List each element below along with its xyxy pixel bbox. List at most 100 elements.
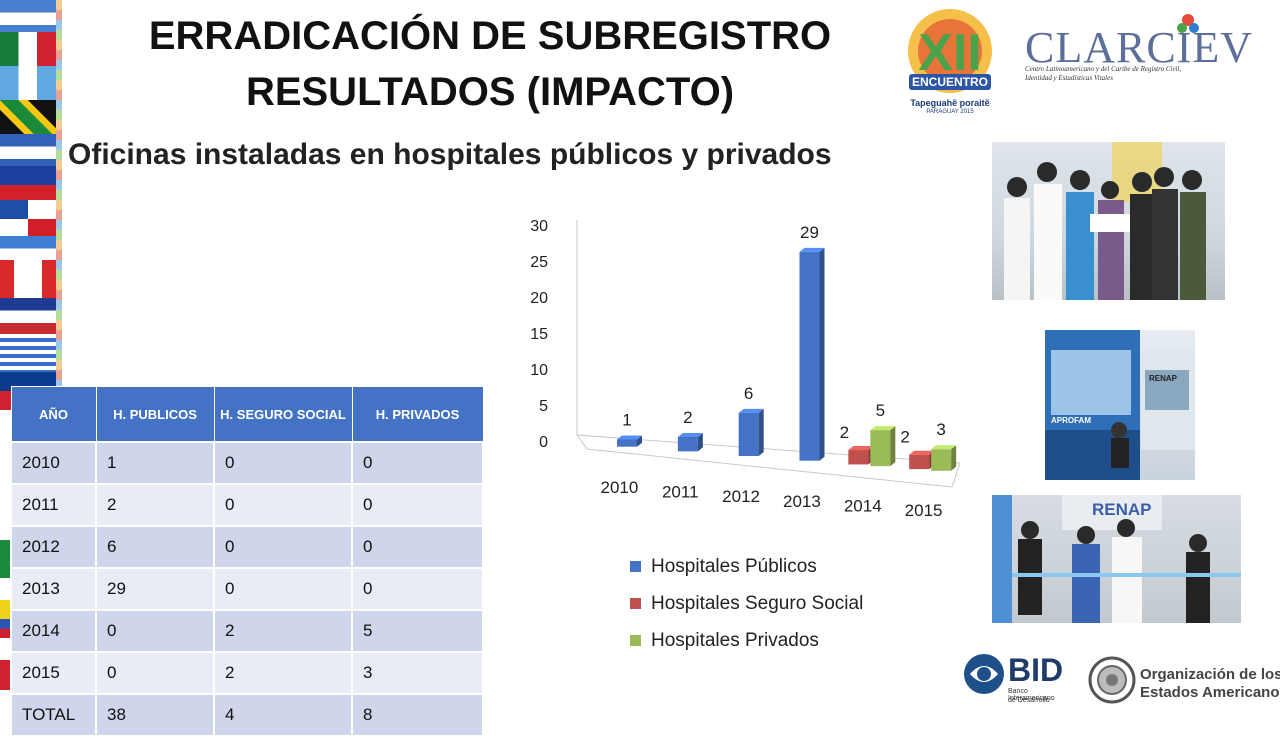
cell-social-security: 2	[213, 609, 353, 653]
legend-swatch-public	[630, 561, 641, 572]
bar-top	[870, 426, 896, 431]
flag-honduras-icon	[0, 134, 56, 172]
cell-public: 1	[95, 441, 215, 485]
data-label: 3	[936, 420, 945, 439]
data-label: 5	[876, 401, 885, 420]
legend-label-private: Hospitales Privados	[651, 629, 819, 651]
oea-name-line1: Organización de los	[1140, 666, 1280, 683]
cell-public: 0	[95, 651, 215, 695]
bar-side	[951, 445, 957, 471]
cell-private: 5	[351, 609, 484, 653]
table-row: 2012 6 0 0	[10, 525, 484, 569]
cell-social-security: 0	[213, 483, 353, 527]
bar-side	[890, 426, 896, 467]
oea-logo: Organización de los Estados Americanos	[1088, 656, 1280, 708]
bar-side	[637, 435, 642, 447]
oea-name-line2: Estados Americanos	[1140, 684, 1280, 701]
legend-item-social-security: Hospitales Seguro Social	[630, 585, 863, 622]
cell-social-security: 0	[213, 567, 353, 611]
bar	[870, 430, 891, 467]
bid-desc-line1: Banco Interamericano	[1008, 688, 1055, 702]
table-row: 2014 0 2 5	[10, 609, 484, 653]
renap-sign: RENAP	[1092, 500, 1152, 519]
cell-year: 2013	[10, 567, 97, 611]
bid-desc-line2: de Desarrollo	[1008, 697, 1050, 704]
legend-item-private: Hospitales Privados	[630, 622, 863, 659]
flag-guatemala-icon	[0, 66, 56, 104]
clarciev-desc-line1: Centro Latinoamericano y del Caribe de R…	[1025, 65, 1182, 73]
cell-social-security: 0	[213, 441, 353, 485]
cell-social-security: 2	[213, 651, 353, 695]
legend-label-public: Hospitales Públicos	[651, 555, 817, 577]
cell-public: 38	[95, 693, 215, 737]
flag-el-salvador-icon	[0, 0, 56, 38]
y-tick-label: 15	[530, 326, 548, 343]
x-tick-label: 2015	[905, 501, 943, 520]
cell-year: 2015	[10, 651, 97, 695]
flag-ribbon-decoration	[56, 0, 62, 720]
hospital-offices-table: AÑO H. PUBLICOS H. SEGURO SOCIAL H. PRIV…	[10, 386, 484, 737]
data-label: 1	[622, 410, 631, 429]
flag-uruguay-icon	[0, 334, 56, 372]
clarciev-name: CLARCIEV	[1025, 23, 1253, 72]
page-subtitle: Oficinas instaladas en hospitales públic…	[68, 138, 832, 171]
y-tick-label: 0	[539, 434, 548, 451]
legend-item-public: Hospitales Públicos	[630, 548, 863, 585]
bar	[909, 454, 930, 470]
bar-top	[799, 247, 825, 252]
bar-top	[909, 450, 935, 455]
bar-side	[819, 247, 825, 461]
cell-year: 2014	[10, 609, 97, 653]
data-label: 2	[900, 428, 909, 447]
x-tick-label: 2010	[601, 478, 639, 497]
renap-sign-small: RENAP	[1149, 374, 1178, 383]
column-header-public: H. PUBLICOS	[95, 386, 215, 443]
bar	[617, 439, 637, 447]
y-tick-label: 25	[530, 254, 548, 271]
bar-top	[617, 435, 642, 440]
aprofam-sign: APROFAM	[1051, 416, 1091, 425]
table-row: 2015 0 2 3	[10, 651, 484, 695]
oea-seal-icon	[1088, 656, 1136, 704]
page-title-line2: RESULTADOS (IMPACTO)	[245, 70, 735, 114]
clarciev-desc-line2: Identidad y Estadísticas Vitales	[1025, 74, 1113, 82]
flag-paraguay-icon	[0, 298, 56, 336]
chart-back-wall	[576, 220, 961, 464]
bid-emblem-icon	[964, 654, 1004, 694]
legend-swatch-social-security	[630, 598, 641, 609]
cell-public: 0	[95, 609, 215, 653]
bar	[738, 412, 759, 457]
bar-top	[931, 445, 957, 450]
table-header-row: AÑO H. PUBLICOS H. SEGURO SOCIAL H. PRIV…	[10, 386, 484, 443]
table-row: 2010 1 0 0	[10, 441, 484, 485]
y-tick-label: 5	[539, 398, 548, 415]
column-header-year: AÑO	[10, 386, 97, 443]
bar	[931, 449, 952, 471]
encuentro-label: ENCUENTRO	[911, 75, 988, 89]
cell-year: 2011	[10, 483, 97, 527]
data-label: 6	[744, 384, 753, 403]
column-header-social-security: H. SEGURO SOCIAL	[213, 386, 353, 443]
cell-private: 3	[351, 651, 484, 695]
cell-public: 29	[95, 567, 215, 611]
x-tick-label: 2013	[783, 492, 821, 511]
y-tick-label: 30	[530, 218, 548, 235]
svg-text:XII: XII	[918, 24, 982, 82]
office-counter-icon	[1045, 330, 1195, 480]
photo-ribbon-cutting: RENAP	[992, 495, 1241, 623]
bar-side	[697, 432, 703, 452]
chart-legend: Hospitales Públicos Hospitales Seguro So…	[630, 548, 863, 659]
cell-social-security: 4	[213, 693, 353, 737]
encuentro-caption-year: PARAGUAY 2015	[926, 109, 974, 115]
cell-year: TOTAL	[10, 693, 97, 737]
encuentro-emblem-icon: XII	[908, 9, 992, 93]
table-row-total: TOTAL 38 4 8	[10, 693, 484, 737]
bar	[677, 436, 698, 452]
cell-year: 2010	[10, 441, 97, 485]
legend-swatch-private	[630, 635, 641, 646]
flag-panama-icon	[0, 200, 56, 238]
bar-top	[848, 446, 874, 451]
bar	[848, 450, 869, 465]
table-row: 2013 29 0 0	[10, 567, 484, 611]
clarciev-logo: CLARCIEV Centro Latinoamericano y del Ca…	[1025, 8, 1270, 83]
